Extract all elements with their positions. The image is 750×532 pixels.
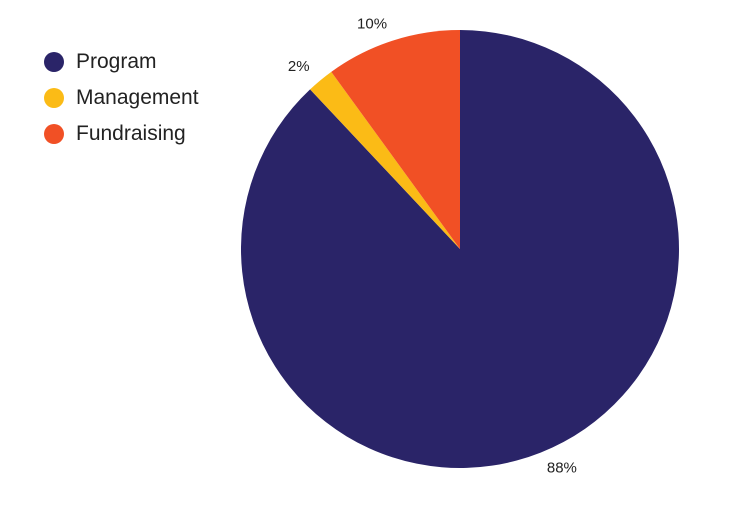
- pie-label-management: 2%: [288, 58, 310, 75]
- pie-slice-fundraising: [331, 30, 460, 249]
- pie-slice-management: [310, 71, 460, 249]
- legend-swatch-fundraising: [44, 124, 64, 144]
- legend-item-program: Program: [44, 44, 199, 80]
- legend-item-management: Management: [44, 80, 199, 116]
- legend-label-fundraising: Fundraising: [76, 122, 186, 145]
- pie-label-fundraising: 10%: [357, 16, 387, 33]
- pie-slices: [241, 30, 680, 469]
- legend-item-fundraising: Fundraising: [44, 116, 199, 152]
- legend-swatch-management: [44, 88, 64, 108]
- legend-swatch-program: [44, 52, 64, 72]
- pie-label-program: 88%: [547, 459, 577, 476]
- pie-labels: 88% 2% 10%: [288, 16, 577, 477]
- pie-slice-program: [241, 30, 680, 469]
- chart-legend: Program Management Fundraising: [44, 44, 199, 152]
- legend-label-program: Program: [76, 50, 157, 73]
- legend-label-management: Management: [76, 86, 199, 109]
